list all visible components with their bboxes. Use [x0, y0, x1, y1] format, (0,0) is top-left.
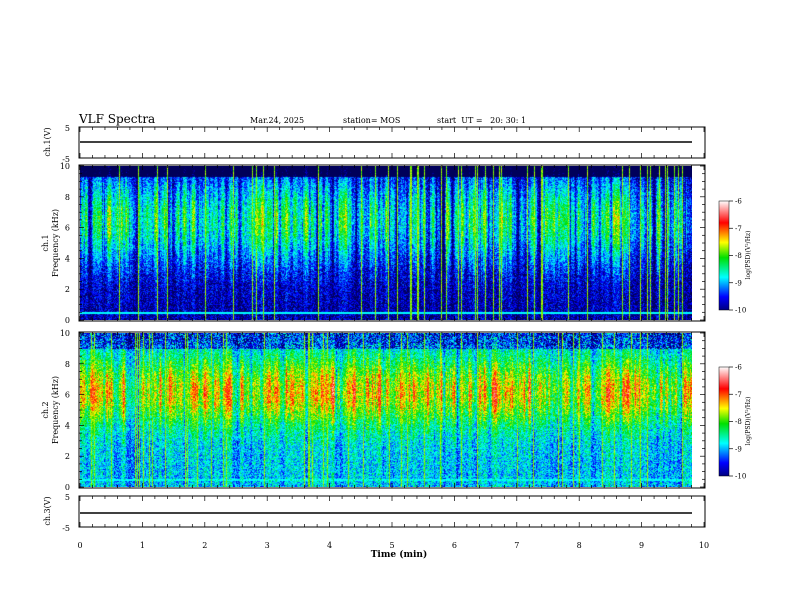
ch3-voltage-ytick-bottom: -5	[62, 524, 70, 533]
y-tick-label: 8	[65, 193, 70, 202]
x-axis-label: Time (min)	[371, 549, 428, 560]
y-tick-label: 0	[65, 316, 70, 325]
ch1-voltage-ytick-top: 5	[65, 124, 70, 133]
ch2-spectrogram-image	[80, 333, 692, 487]
y-tick-label: 6	[65, 224, 70, 233]
colorbar-tick-label: -7	[735, 225, 742, 233]
ch2-channel-label: ch.2	[41, 401, 50, 418]
ch2-frequency-ylabel: Frequency (kHz)	[51, 376, 60, 444]
x-tick-label: 5	[389, 541, 394, 550]
ch1-colorbar-label: log(PSD)(V²/Hz)	[745, 231, 752, 280]
ch1-spectrogram-panel: ch.1 Frequency (kHz) 0 2 4 6 8 10	[41, 162, 706, 325]
ch2-colorbar-label: log(PSD)(V²/Hz)	[745, 397, 752, 446]
ch1-frequency-ylabel: Frequency (kHz)	[51, 209, 60, 277]
figure-title: VLF Spectra	[79, 112, 156, 126]
x-tick-label: 6	[452, 541, 457, 550]
colorbar-tick-label: -7	[735, 391, 742, 399]
x-tick-label: 8	[577, 541, 582, 550]
colorbar-tick-label: -6	[735, 364, 742, 372]
y-tick-label: 2	[65, 452, 70, 461]
x-tick-label: 1	[140, 541, 145, 550]
ch1-colorbar: log(PSD)(V²/Hz) -6 -7 -8 -9 -10	[718, 198, 752, 315]
x-tick-label: 7	[514, 541, 519, 550]
y-tick-label: 4	[65, 254, 70, 263]
ch1-voltage-ylabel: ch.1(V)	[43, 127, 52, 156]
ch1-colorbar-gradient	[718, 200, 730, 311]
y-tick-label: 4	[65, 421, 70, 430]
colorbar-tick-label: -10	[735, 473, 746, 481]
y-tick-label: 2	[65, 285, 70, 294]
ch1-voltage-ytick-bottom: -5	[62, 155, 70, 164]
y-tick-label: 10	[60, 162, 70, 171]
y-tick-label: 8	[65, 360, 70, 369]
header-start-time: start UT = 20: 30: 1	[437, 116, 527, 125]
ch2-spectrogram-panel: ch.2 Frequency (kHz) 0 2 4 6 8 10	[41, 329, 706, 492]
colorbar-tick-label: -8	[735, 252, 742, 260]
ch3-voltage-ytick-top: 5	[65, 493, 70, 502]
y-tick-label: 0	[65, 483, 70, 492]
ch1-channel-label: ch.1	[41, 234, 50, 251]
header-date: Mar.24, 2025	[250, 116, 305, 125]
colorbar-tick-label: -8	[735, 418, 742, 426]
colorbar-tick-label: -10	[735, 307, 746, 315]
y-tick-label: 10	[60, 329, 70, 338]
y-tick-label: 6	[65, 391, 70, 400]
x-tick-label: 2	[202, 541, 207, 550]
header-station: station= MOS	[343, 116, 401, 125]
ch2-colorbar-gradient	[718, 366, 730, 477]
ch3-voltage-ylabel: ch.3(V)	[43, 496, 52, 525]
x-tick-label: 9	[639, 541, 644, 550]
x-tick-label: 4	[327, 541, 332, 550]
colorbar-tick-label: -9	[735, 279, 742, 287]
x-tick-label: 10	[699, 541, 709, 550]
x-tick-label: 3	[265, 541, 270, 550]
ch2-colorbar: log(PSD)(V²/Hz) -6 -7 -8 -9 -10	[718, 364, 752, 481]
colorbar-tick-label: -9	[735, 445, 742, 453]
x-tick-label: 0	[77, 541, 82, 550]
ch1-spectrogram-image	[80, 166, 692, 320]
colorbar-tick-label: -6	[735, 198, 742, 206]
